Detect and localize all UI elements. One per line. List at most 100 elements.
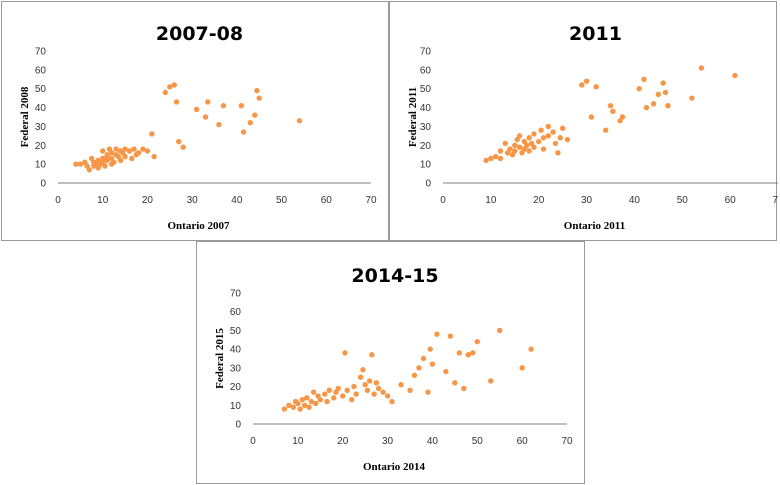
y-axis-label: Federal 2015 bbox=[214, 328, 226, 389]
data-point bbox=[610, 108, 616, 115]
data-point bbox=[519, 365, 525, 371]
data-point bbox=[380, 389, 386, 395]
data-point bbox=[202, 114, 209, 120]
data-point bbox=[540, 146, 547, 152]
data-point bbox=[306, 404, 312, 410]
x-tick-label: 40 bbox=[629, 195, 641, 206]
data-point bbox=[295, 400, 301, 407]
data-point bbox=[73, 161, 79, 167]
data-point bbox=[516, 133, 523, 139]
data-point bbox=[559, 125, 566, 132]
data-point bbox=[540, 135, 547, 141]
data-point bbox=[488, 155, 494, 162]
data-point bbox=[524, 142, 530, 148]
data-point bbox=[104, 157, 110, 164]
data-point bbox=[167, 84, 173, 90]
data-point bbox=[126, 148, 133, 154]
y-tick-label: 20 bbox=[35, 141, 47, 152]
data-point bbox=[290, 404, 297, 410]
data-point bbox=[636, 86, 642, 92]
data-point bbox=[151, 153, 157, 160]
x-tick-label: 10 bbox=[97, 195, 109, 206]
data-point bbox=[122, 153, 128, 160]
data-point bbox=[326, 387, 332, 394]
data-point bbox=[389, 398, 395, 405]
y-tick-label: 60 bbox=[420, 65, 432, 76]
x-tick-label: 60 bbox=[321, 195, 333, 206]
data-point bbox=[552, 140, 559, 147]
data-point bbox=[317, 396, 323, 403]
data-point bbox=[86, 167, 93, 173]
data-point bbox=[180, 144, 186, 150]
y-tick-label: 10 bbox=[420, 160, 432, 171]
data-point bbox=[308, 398, 315, 405]
data-point bbox=[579, 82, 585, 88]
data-point bbox=[193, 106, 200, 113]
y-tick-label: 40 bbox=[230, 345, 242, 356]
chart-title: 2011 bbox=[569, 23, 622, 45]
data-point bbox=[322, 391, 328, 397]
data-point bbox=[447, 333, 454, 339]
x-tick-label: 0 bbox=[55, 195, 61, 206]
data-point bbox=[351, 383, 357, 390]
y-tick-label: 30 bbox=[230, 363, 242, 374]
data-point bbox=[369, 352, 375, 358]
data-point bbox=[373, 380, 380, 386]
data-point bbox=[171, 82, 177, 88]
y-tick-label: 60 bbox=[35, 65, 47, 76]
x-tick-label: 20 bbox=[142, 195, 154, 206]
y-tick-label: 40 bbox=[35, 103, 47, 114]
data-point bbox=[427, 346, 433, 352]
x-axis-label: Ontario 2011 bbox=[564, 220, 625, 232]
data-point bbox=[497, 155, 504, 162]
data-point bbox=[254, 87, 260, 94]
data-point bbox=[131, 146, 137, 152]
data-point bbox=[512, 142, 518, 148]
data-point bbox=[286, 402, 292, 408]
chart-panel-2007-08: 2007-08 0 10 20 30 40 50 60 70 0 10 20 30 40 50 60 70 Ont… bbox=[1, 1, 389, 241]
data-point bbox=[641, 76, 647, 82]
data-point bbox=[607, 102, 614, 109]
data-point bbox=[512, 148, 518, 154]
x-tick-label: 20 bbox=[533, 195, 545, 206]
data-point bbox=[425, 389, 431, 395]
data-point bbox=[470, 350, 476, 356]
data-point bbox=[461, 385, 467, 392]
data-point bbox=[220, 102, 227, 109]
y-tick-label: 50 bbox=[420, 84, 432, 95]
data-point bbox=[557, 135, 563, 141]
data-point bbox=[216, 121, 222, 128]
data-point bbox=[366, 378, 373, 384]
y-tick-label: 50 bbox=[230, 326, 242, 337]
data-point bbox=[603, 127, 609, 133]
data-point bbox=[660, 80, 666, 86]
data-point bbox=[531, 131, 537, 137]
data-point bbox=[135, 150, 142, 156]
data-point bbox=[100, 148, 106, 154]
data-point bbox=[176, 138, 182, 145]
data-point bbox=[550, 129, 556, 135]
data-point bbox=[117, 157, 124, 164]
data-point bbox=[452, 380, 458, 386]
data-point bbox=[434, 331, 440, 337]
data-point bbox=[443, 368, 449, 375]
data-point bbox=[140, 146, 146, 152]
data-point bbox=[593, 84, 599, 90]
x-tick-label: 20 bbox=[337, 436, 349, 447]
data-point bbox=[335, 385, 341, 392]
data-point bbox=[497, 148, 504, 154]
data-point bbox=[398, 382, 404, 388]
data-point bbox=[357, 374, 364, 380]
y-tick-label: 60 bbox=[230, 307, 242, 318]
data-point bbox=[526, 135, 532, 141]
data-point bbox=[732, 72, 738, 79]
x-tick-label: 30 bbox=[382, 436, 394, 447]
scatter-chart-2007-08: 2007-08 0 10 20 30 40 50 60 70 0 10 20 30 40 50 60 70 Ont… bbox=[19, 23, 377, 232]
x-axis-label: Ontario 2007 bbox=[167, 220, 230, 232]
data-point bbox=[256, 95, 262, 101]
data-point bbox=[474, 338, 480, 345]
data-point bbox=[650, 101, 657, 107]
data-point bbox=[492, 153, 499, 160]
x-tick-label: 60 bbox=[517, 436, 529, 447]
data-point bbox=[643, 104, 650, 111]
